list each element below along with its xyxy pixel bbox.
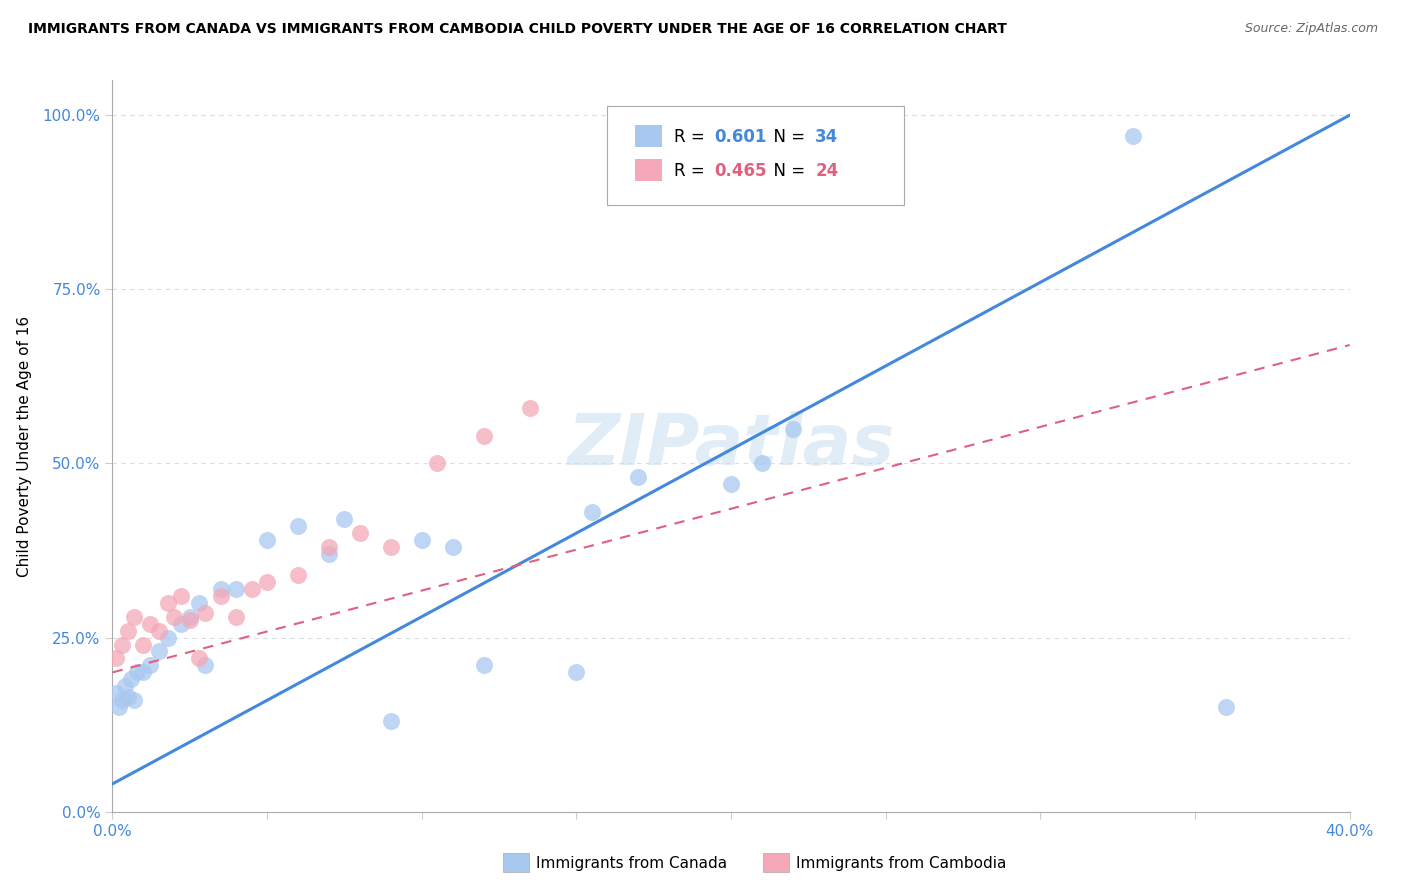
Text: ZIPatlas: ZIPatlas	[568, 411, 894, 481]
Point	[318, 547, 340, 561]
Point	[380, 714, 402, 728]
Point	[349, 526, 371, 541]
Point	[138, 616, 160, 631]
Point	[179, 609, 201, 624]
Point	[380, 540, 402, 554]
Point	[179, 613, 201, 627]
Point	[188, 651, 211, 665]
Point	[627, 470, 650, 484]
Point	[132, 665, 155, 680]
Text: 34: 34	[815, 128, 838, 145]
Point	[720, 477, 742, 491]
Point	[107, 700, 129, 714]
Point	[287, 519, 309, 533]
Point	[426, 457, 449, 471]
Point	[225, 609, 247, 624]
Point	[581, 505, 603, 519]
Point	[117, 624, 139, 638]
Point	[194, 658, 217, 673]
Point	[127, 665, 149, 680]
Point	[169, 589, 191, 603]
Point	[256, 533, 278, 547]
Text: R =: R =	[675, 128, 710, 145]
Point	[122, 609, 145, 624]
Point	[122, 693, 145, 707]
Y-axis label: Child Poverty Under the Age of 16: Child Poverty Under the Age of 16	[17, 316, 31, 576]
Point	[114, 679, 136, 693]
Point	[318, 540, 340, 554]
Point	[138, 658, 160, 673]
Point	[209, 589, 232, 603]
Point	[148, 624, 170, 638]
Point	[157, 631, 180, 645]
Point	[120, 673, 142, 687]
Point	[411, 533, 433, 547]
Text: 24: 24	[815, 162, 838, 180]
Text: 0.601: 0.601	[714, 128, 766, 145]
Point	[441, 540, 464, 554]
Point	[104, 651, 127, 665]
Point	[104, 686, 127, 700]
Point	[148, 644, 170, 658]
Point	[333, 512, 356, 526]
Point	[565, 665, 588, 680]
Text: 0.465: 0.465	[714, 162, 766, 180]
Point	[132, 638, 155, 652]
Point	[157, 596, 180, 610]
Point	[225, 582, 247, 596]
Text: Immigrants from Canada: Immigrants from Canada	[536, 856, 727, 871]
Point	[751, 457, 773, 471]
Text: Source: ZipAtlas.com: Source: ZipAtlas.com	[1244, 22, 1378, 36]
Point	[194, 606, 217, 620]
FancyBboxPatch shape	[634, 160, 662, 181]
Point	[1122, 128, 1144, 143]
Point	[209, 582, 232, 596]
FancyBboxPatch shape	[634, 125, 662, 147]
Point	[472, 658, 495, 673]
Point	[169, 616, 191, 631]
Point	[163, 609, 186, 624]
Point	[117, 690, 139, 704]
Point	[472, 428, 495, 442]
Text: N =: N =	[763, 162, 811, 180]
Point	[287, 567, 309, 582]
Point	[111, 638, 134, 652]
Point	[1215, 700, 1237, 714]
Text: R =: R =	[675, 162, 710, 180]
Point	[256, 574, 278, 589]
Point	[111, 693, 134, 707]
Point	[240, 582, 263, 596]
Point	[188, 596, 211, 610]
Text: IMMIGRANTS FROM CANADA VS IMMIGRANTS FROM CAMBODIA CHILD POVERTY UNDER THE AGE O: IMMIGRANTS FROM CANADA VS IMMIGRANTS FRO…	[28, 22, 1007, 37]
Point	[519, 401, 541, 415]
Text: Immigrants from Cambodia: Immigrants from Cambodia	[796, 856, 1007, 871]
Point	[782, 421, 804, 435]
FancyBboxPatch shape	[607, 106, 904, 204]
Text: N =: N =	[763, 128, 811, 145]
